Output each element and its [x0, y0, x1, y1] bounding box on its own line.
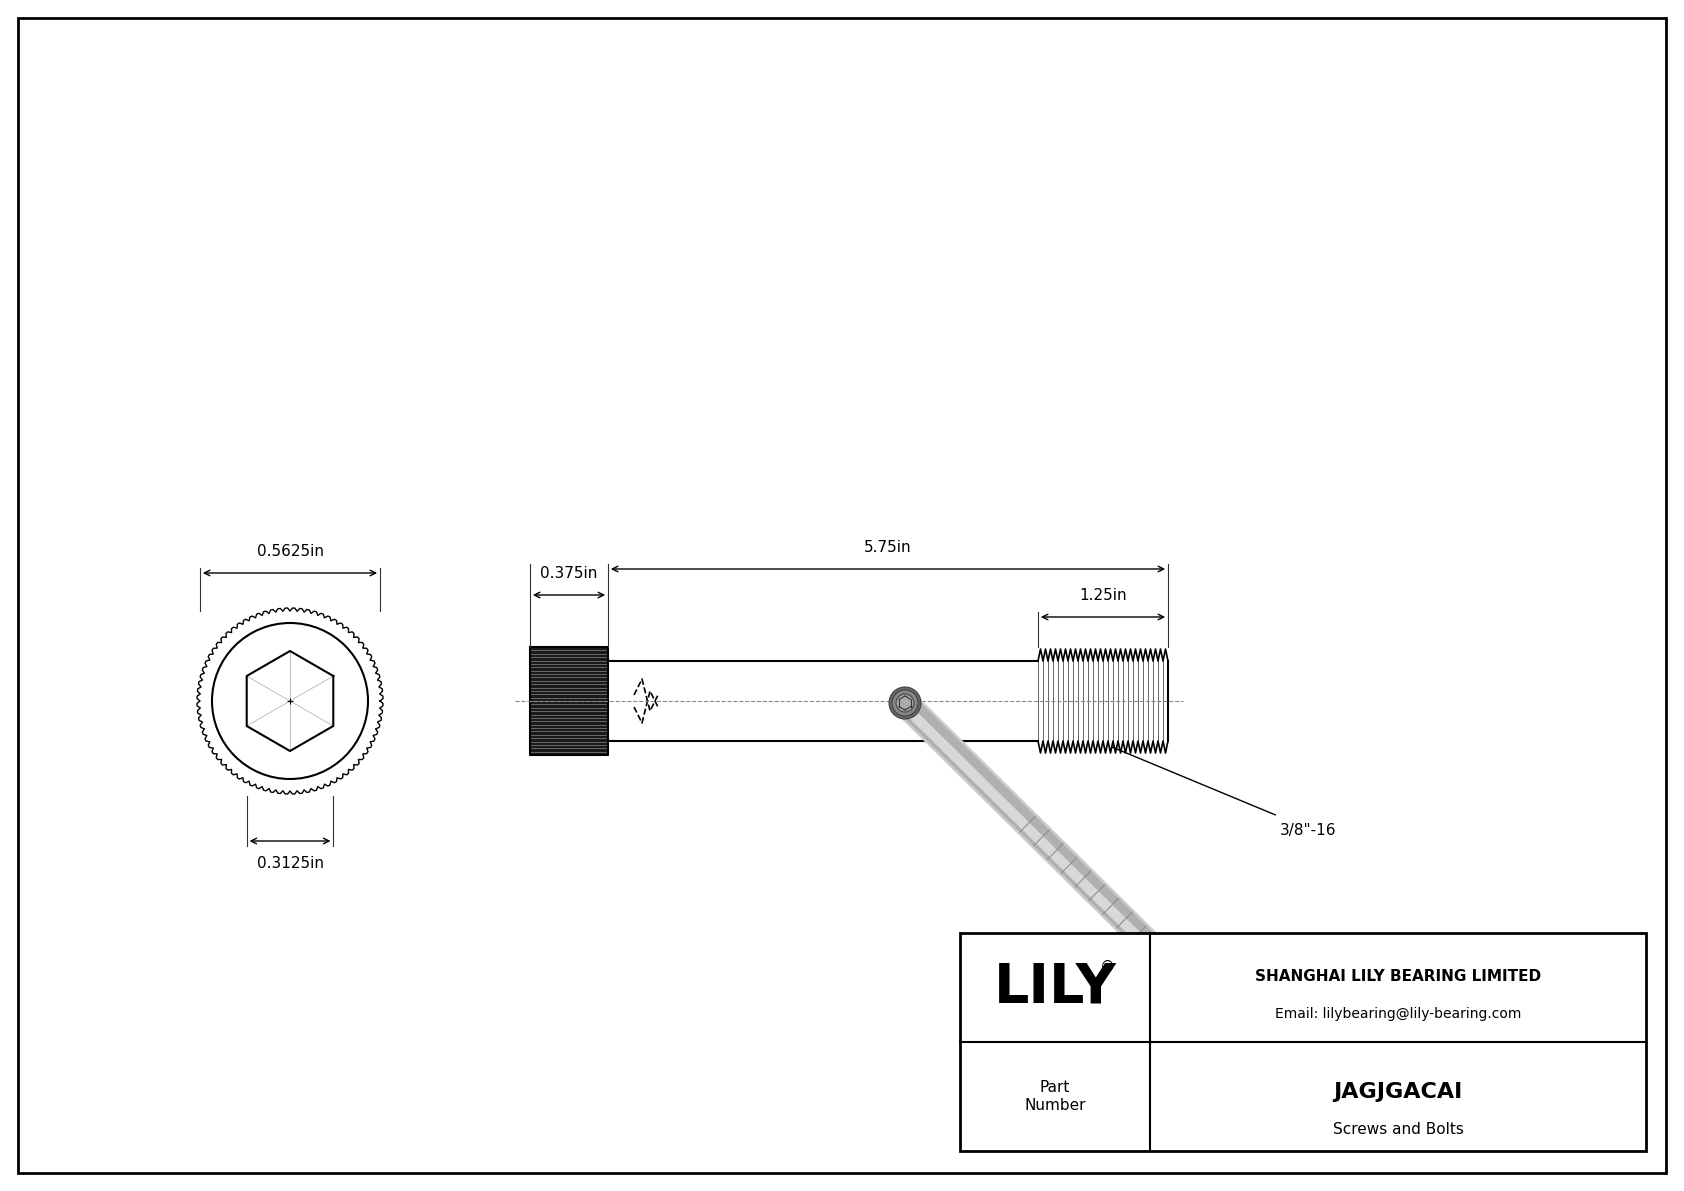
Text: 5.75in: 5.75in: [864, 540, 911, 555]
Circle shape: [889, 687, 921, 719]
Text: JAGJGACAI: JAGJGACAI: [1334, 1083, 1463, 1102]
Bar: [530, 647, 608, 755]
Circle shape: [1332, 1125, 1347, 1140]
Circle shape: [893, 690, 918, 716]
Text: LILY: LILY: [994, 960, 1116, 1015]
Text: 1.25in: 1.25in: [1079, 588, 1127, 603]
Text: 0.5625in: 0.5625in: [256, 544, 323, 559]
Text: 0.3125in: 0.3125in: [256, 856, 323, 871]
Text: Email: lilybearing@lily-bearing.com: Email: lilybearing@lily-bearing.com: [1275, 1006, 1521, 1021]
Circle shape: [896, 694, 914, 712]
Bar: [960, 933, 1645, 1151]
Text: Part
Number: Part Number: [1024, 1080, 1086, 1112]
Text: Screws and Bolts: Screws and Bolts: [1332, 1122, 1463, 1136]
Text: 3/8"-16: 3/8"-16: [1280, 823, 1337, 838]
Text: 0.375in: 0.375in: [541, 566, 598, 581]
Text: SHANGHAI LILY BEARING LIMITED: SHANGHAI LILY BEARING LIMITED: [1255, 969, 1541, 984]
Text: ®: ®: [1100, 960, 1115, 975]
